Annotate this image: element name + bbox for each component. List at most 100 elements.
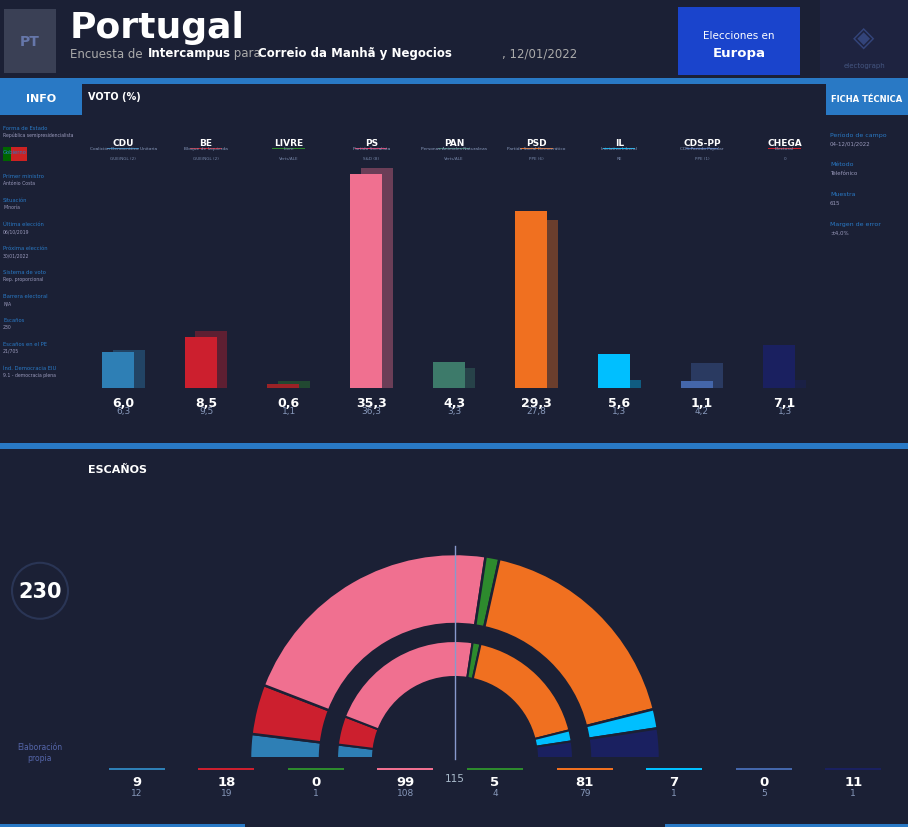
Text: 29,3: 29,3 [521, 396, 552, 409]
Bar [109, 768, 164, 770]
Bar [520, 148, 553, 150]
Text: BE: BE [200, 139, 212, 148]
Wedge shape [536, 742, 573, 759]
Text: , 12/01/2022: , 12/01/2022 [502, 47, 577, 60]
Text: 1,3: 1,3 [777, 407, 792, 415]
Bar [0, 443, 82, 447]
Text: Partido Social Democrático: Partido Social Democrático [508, 147, 566, 151]
Bar [526, 221, 558, 389]
Bar [82, 82, 826, 85]
Bar [355, 148, 387, 150]
Text: 04-12/01/2022: 04-12/01/2022 [830, 141, 871, 146]
Text: Coalición Democrática Unitaria: Coalición Democrática Unitaria [90, 147, 157, 151]
Text: PPE (6): PPE (6) [529, 157, 544, 160]
Text: Índ. Democracia EIU: Índ. Democracia EIU [3, 366, 56, 370]
Text: 5: 5 [761, 788, 766, 797]
Text: Verts/ALE: Verts/ALE [444, 157, 464, 160]
Text: electograph: electograph [844, 63, 885, 69]
Text: 9,5: 9,5 [199, 407, 213, 415]
Text: 9.1 - democracia plena: 9.1 - democracia plena [3, 372, 56, 378]
Bar [267, 385, 300, 389]
Wedge shape [345, 641, 473, 729]
Bar [3, 148, 27, 162]
Text: 4: 4 [492, 788, 498, 797]
Bar [826, 82, 908, 116]
Text: Telefónico: Telefónico [830, 171, 857, 176]
Bar [608, 380, 641, 389]
Text: 0,6: 0,6 [278, 396, 300, 409]
Text: 19: 19 [221, 788, 232, 797]
Text: LIVRE: LIVRE [274, 139, 303, 148]
Wedge shape [473, 644, 569, 739]
Text: 0: 0 [311, 775, 321, 788]
Text: 615: 615 [830, 201, 841, 206]
Text: Sistema de voto: Sistema de voto [3, 270, 46, 275]
Bar [195, 331, 228, 389]
Text: 99: 99 [396, 775, 415, 788]
Bar [4, 10, 56, 74]
Bar [3, 148, 11, 162]
Wedge shape [586, 710, 657, 739]
Text: IL: IL [615, 139, 624, 148]
Wedge shape [337, 744, 373, 759]
Text: 81: 81 [576, 775, 594, 788]
Text: Método: Método [830, 162, 854, 167]
Text: Livre: Livre [283, 147, 294, 151]
Bar [102, 352, 134, 389]
Circle shape [373, 677, 537, 827]
Text: 12: 12 [131, 788, 143, 797]
Bar [735, 768, 792, 770]
Bar [245, 757, 665, 827]
Bar [0, 79, 908, 82]
Text: Forma de Estado: Forma de Estado [3, 126, 47, 131]
Text: 1: 1 [851, 788, 856, 797]
Text: Encuesta de: Encuesta de [70, 47, 146, 60]
Bar [467, 768, 523, 770]
Bar [0, 447, 908, 449]
Bar [198, 768, 254, 770]
Text: Situación: Situación [3, 198, 27, 203]
Text: Gobierno: Gobierno [3, 150, 27, 155]
Text: 1,1: 1,1 [691, 396, 713, 409]
Text: INFO: INFO [26, 94, 56, 104]
Text: 1: 1 [313, 788, 319, 797]
Bar [646, 768, 702, 770]
Text: 6,3: 6,3 [116, 407, 131, 415]
Text: 18: 18 [217, 775, 235, 788]
Text: 36,3: 36,3 [361, 407, 381, 415]
Text: 11: 11 [844, 775, 863, 788]
Text: Iniciativa Liberal: Iniciativa Liberal [601, 147, 637, 151]
Text: 7: 7 [669, 775, 678, 788]
Text: 115: 115 [445, 773, 465, 783]
Text: PT: PT [20, 35, 40, 49]
Text: 8,5: 8,5 [195, 396, 217, 409]
Text: N/A: N/A [3, 301, 11, 306]
Text: Elecciones en: Elecciones en [704, 31, 775, 41]
Text: Muestra: Muestra [830, 192, 855, 197]
Wedge shape [264, 554, 486, 710]
Text: 230: 230 [18, 581, 62, 601]
Wedge shape [468, 643, 480, 679]
Text: CDU: CDU [113, 139, 134, 148]
Text: PSD: PSD [527, 139, 547, 148]
Bar [763, 346, 795, 389]
Bar [190, 148, 222, 150]
Bar [0, 824, 908, 827]
Bar [557, 768, 613, 770]
Text: RE: RE [617, 157, 622, 160]
Bar [107, 148, 139, 150]
Wedge shape [588, 729, 660, 759]
Text: VOTO (%): VOTO (%) [88, 92, 141, 102]
Wedge shape [338, 716, 379, 749]
Bar [774, 380, 806, 389]
Text: Europa: Europa [713, 47, 765, 60]
Bar [272, 148, 304, 150]
Text: Período de campo: Período de campo [830, 131, 886, 137]
Text: PPE (1): PPE (1) [695, 157, 709, 160]
Text: Bloque de Izquierda: Bloque de Izquierda [184, 147, 228, 151]
Text: 35,3: 35,3 [356, 396, 387, 409]
Text: 1: 1 [671, 788, 677, 797]
Text: 1,1: 1,1 [281, 407, 296, 415]
Text: Escaños: Escaños [3, 318, 25, 323]
Bar [825, 768, 882, 770]
